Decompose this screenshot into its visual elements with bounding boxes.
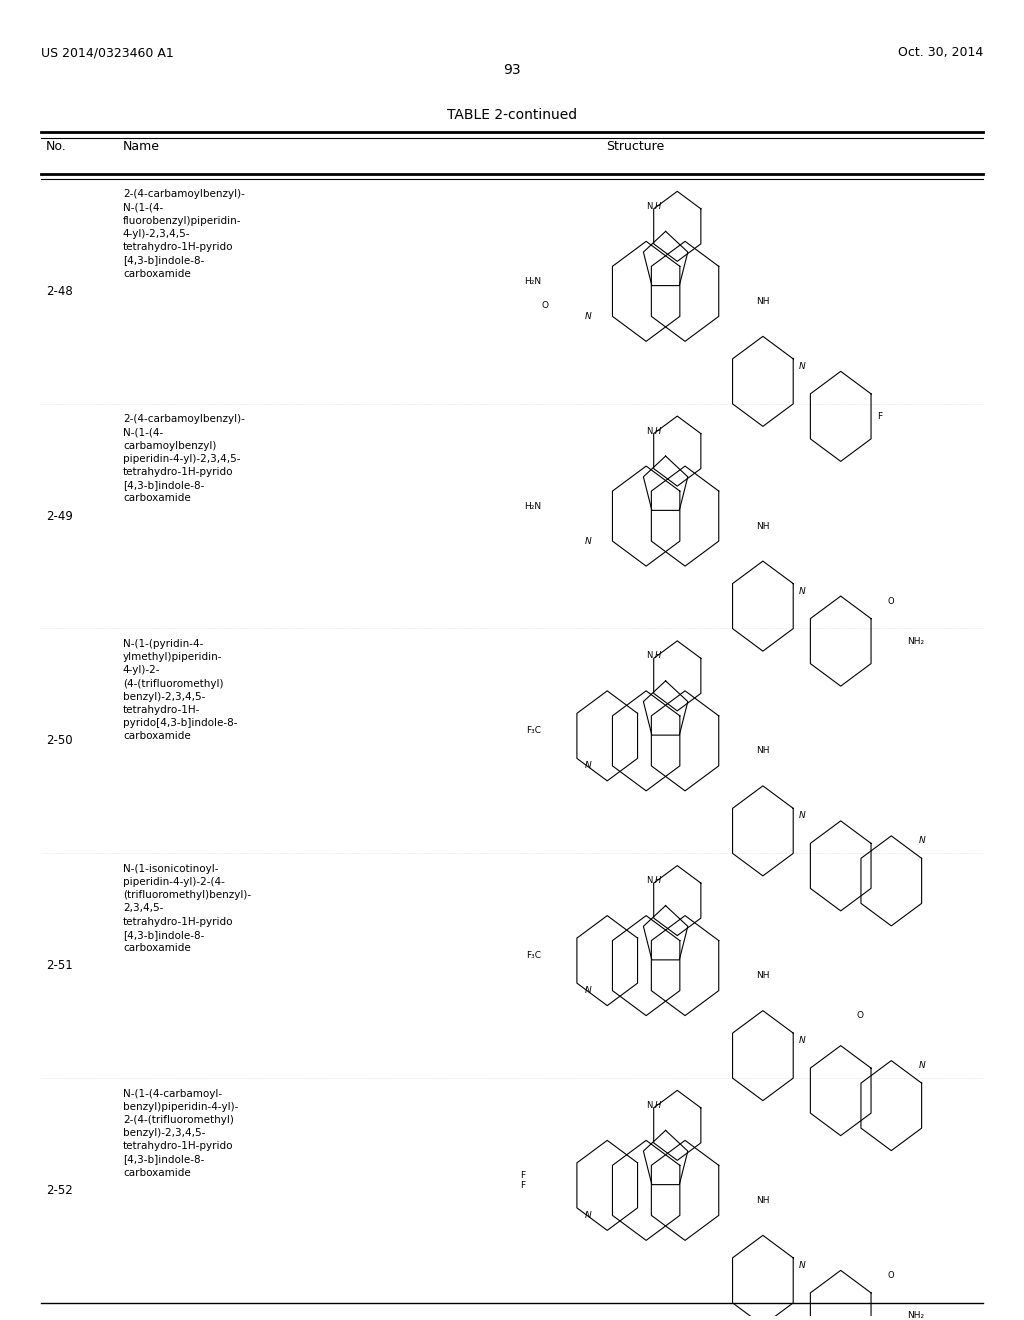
Text: N: N <box>799 1261 805 1270</box>
Text: F: F <box>877 412 883 421</box>
Text: N: N <box>585 537 591 545</box>
Text: F₃C: F₃C <box>526 952 541 960</box>
Text: Name: Name <box>123 140 160 153</box>
Text: Structure: Structure <box>606 140 664 153</box>
Text: 2-52: 2-52 <box>46 1184 73 1197</box>
Text: H: H <box>654 426 660 436</box>
Text: H₂N: H₂N <box>524 277 541 286</box>
Text: O: O <box>888 1271 895 1280</box>
Text: N-(1-(4-carbamoyl-
benzyl)piperidin-4-yl)-
2-(4-(trifluoromethyl)
benzyl)-2,3,4,: N-(1-(4-carbamoyl- benzyl)piperidin-4-yl… <box>123 1089 239 1177</box>
Text: NH: NH <box>756 972 770 981</box>
Text: N: N <box>646 651 652 660</box>
Text: 2-49: 2-49 <box>46 510 73 523</box>
Text: H₂N: H₂N <box>524 502 541 511</box>
Text: N: N <box>919 837 926 845</box>
Text: O: O <box>541 301 548 309</box>
Text: 2-48: 2-48 <box>46 285 73 298</box>
Text: NH₂: NH₂ <box>907 636 924 645</box>
Text: N: N <box>799 586 805 595</box>
Text: N: N <box>646 426 652 436</box>
Text: NH₂: NH₂ <box>907 1311 924 1320</box>
Text: NH: NH <box>756 297 770 306</box>
Text: H: H <box>654 1101 660 1110</box>
Text: N: N <box>646 202 652 211</box>
Text: US 2014/0323460 A1: US 2014/0323460 A1 <box>41 46 174 59</box>
Text: N: N <box>799 812 805 820</box>
Text: F
F: F F <box>520 1171 525 1191</box>
Text: N: N <box>799 362 805 371</box>
Text: N-(1-(pyridin-4-
ylmethyl)piperidin-
4-yl)-2-
(4-(trifluoromethyl)
benzyl)-2,3,4: N-(1-(pyridin-4- ylmethyl)piperidin- 4-y… <box>123 639 238 742</box>
Text: NH: NH <box>756 1196 770 1205</box>
Text: 2-50: 2-50 <box>46 734 73 747</box>
Text: F₃C: F₃C <box>526 726 541 735</box>
Text: 2-(4-carbamoylbenzyl)-
N-(1-(4-
fluorobenzyl)piperidin-
4-yl)-2,3,4,5-
tetrahydr: 2-(4-carbamoylbenzyl)- N-(1-(4- fluorobe… <box>123 190 245 279</box>
Text: N: N <box>799 1036 805 1045</box>
Text: NH: NH <box>756 746 770 755</box>
Text: N: N <box>585 762 591 771</box>
Text: H: H <box>654 876 660 886</box>
Text: H: H <box>654 202 660 211</box>
Text: N: N <box>585 312 591 321</box>
Text: 2-(4-carbamoylbenzyl)-
N-(1-(4-
carbamoylbenzyl)
piperidin-4-yl)-2,3,4,5-
tetrah: 2-(4-carbamoylbenzyl)- N-(1-(4- carbamoy… <box>123 414 245 503</box>
Text: N: N <box>585 1210 591 1220</box>
Text: 93: 93 <box>503 63 521 77</box>
Text: H: H <box>654 651 660 660</box>
Text: O: O <box>888 597 895 606</box>
Text: NH: NH <box>756 521 770 531</box>
Text: Oct. 30, 2014: Oct. 30, 2014 <box>898 46 983 59</box>
Text: N: N <box>919 1061 926 1071</box>
Text: O: O <box>857 1011 863 1020</box>
Text: N: N <box>585 986 591 995</box>
Text: 2-51: 2-51 <box>46 960 73 972</box>
Text: No.: No. <box>46 140 67 153</box>
Text: N: N <box>646 1101 652 1110</box>
Text: TABLE 2-continued: TABLE 2-continued <box>446 108 578 121</box>
Text: N-(1-isonicotinoyl-
piperidin-4-yl)-2-(4-
(trifluoromethyl)benzyl)-
2,3,4,5-
tet: N-(1-isonicotinoyl- piperidin-4-yl)-2-(4… <box>123 863 251 953</box>
Text: N: N <box>646 876 652 886</box>
